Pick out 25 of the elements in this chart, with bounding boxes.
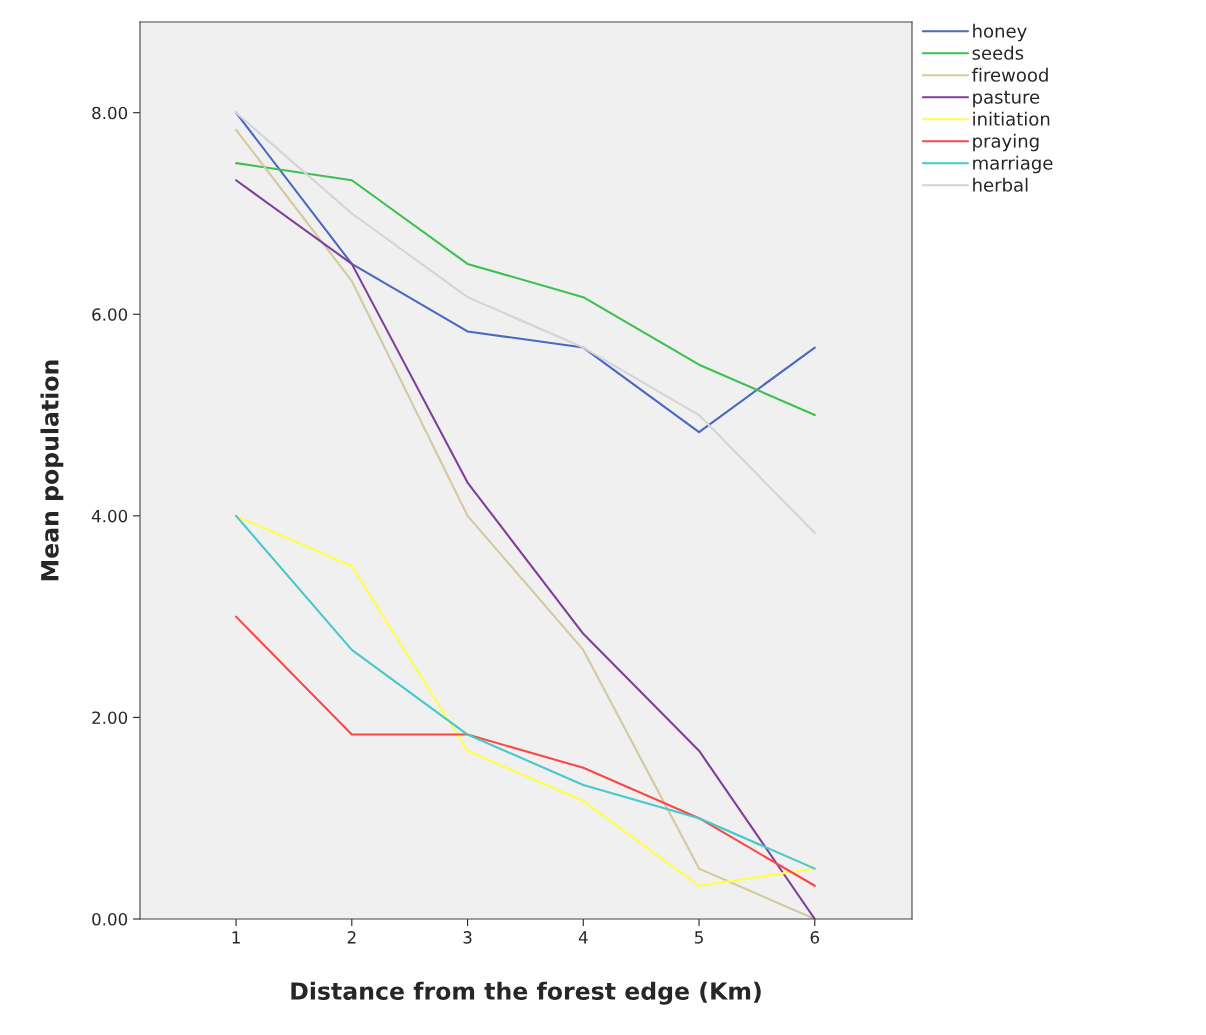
line-series bbox=[235, 615, 816, 887]
y-tick-label: 2.00 bbox=[92, 711, 128, 724]
legend-label: firewood bbox=[972, 67, 1048, 82]
x-tick-label: 6 bbox=[810, 931, 820, 944]
x-tick-label: 2 bbox=[347, 931, 356, 944]
x-tick-label: 3 bbox=[463, 931, 472, 944]
y-axis-title: Mean population bbox=[40, 360, 64, 581]
legend-label: honey bbox=[973, 23, 1027, 42]
y-tick-label: 8.00 bbox=[92, 106, 128, 120]
legend-label: herbal bbox=[973, 177, 1028, 192]
x-tick-label: 5 bbox=[695, 931, 703, 944]
x-axis-title: Distance from the forest edge (Km) bbox=[291, 981, 761, 1005]
x-tick-label: 1 bbox=[232, 931, 240, 944]
legend-label: praying bbox=[973, 133, 1039, 152]
x-tick-label: 4 bbox=[578, 931, 588, 944]
line-series bbox=[235, 111, 816, 535]
legend-label: marriage bbox=[973, 155, 1053, 174]
line-series bbox=[235, 162, 816, 417]
legend-label: pasture bbox=[973, 90, 1040, 108]
y-tick-label: 6.00 bbox=[92, 308, 128, 321]
y-tick-label: 4.00 bbox=[91, 509, 128, 523]
legend-label: initiation bbox=[973, 111, 1050, 126]
line-series bbox=[235, 111, 816, 434]
y-tick-label: 0.00 bbox=[92, 912, 128, 926]
legend-label: seeds bbox=[972, 45, 1024, 60]
